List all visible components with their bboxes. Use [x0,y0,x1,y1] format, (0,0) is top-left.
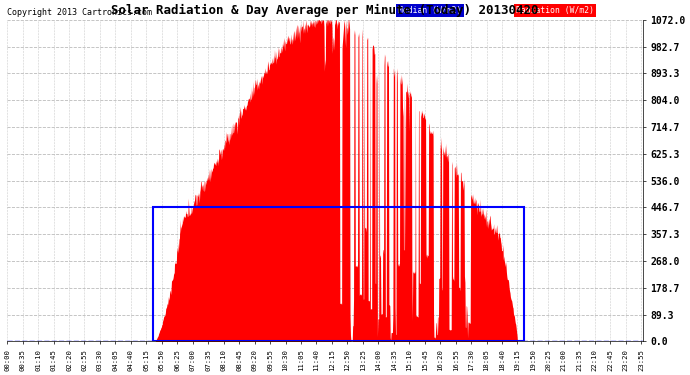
Text: Median (W/m2): Median (W/m2) [398,6,462,15]
Text: Copyright 2013 Cartronics.com: Copyright 2013 Cartronics.com [7,8,152,16]
Bar [153,207,524,341]
Title: Solar Radiation & Day Average per Minute (Today) 20130420: Solar Radiation & Day Average per Minute… [111,4,539,17]
Text: Radiation (W/m2): Radiation (W/m2) [516,6,594,15]
